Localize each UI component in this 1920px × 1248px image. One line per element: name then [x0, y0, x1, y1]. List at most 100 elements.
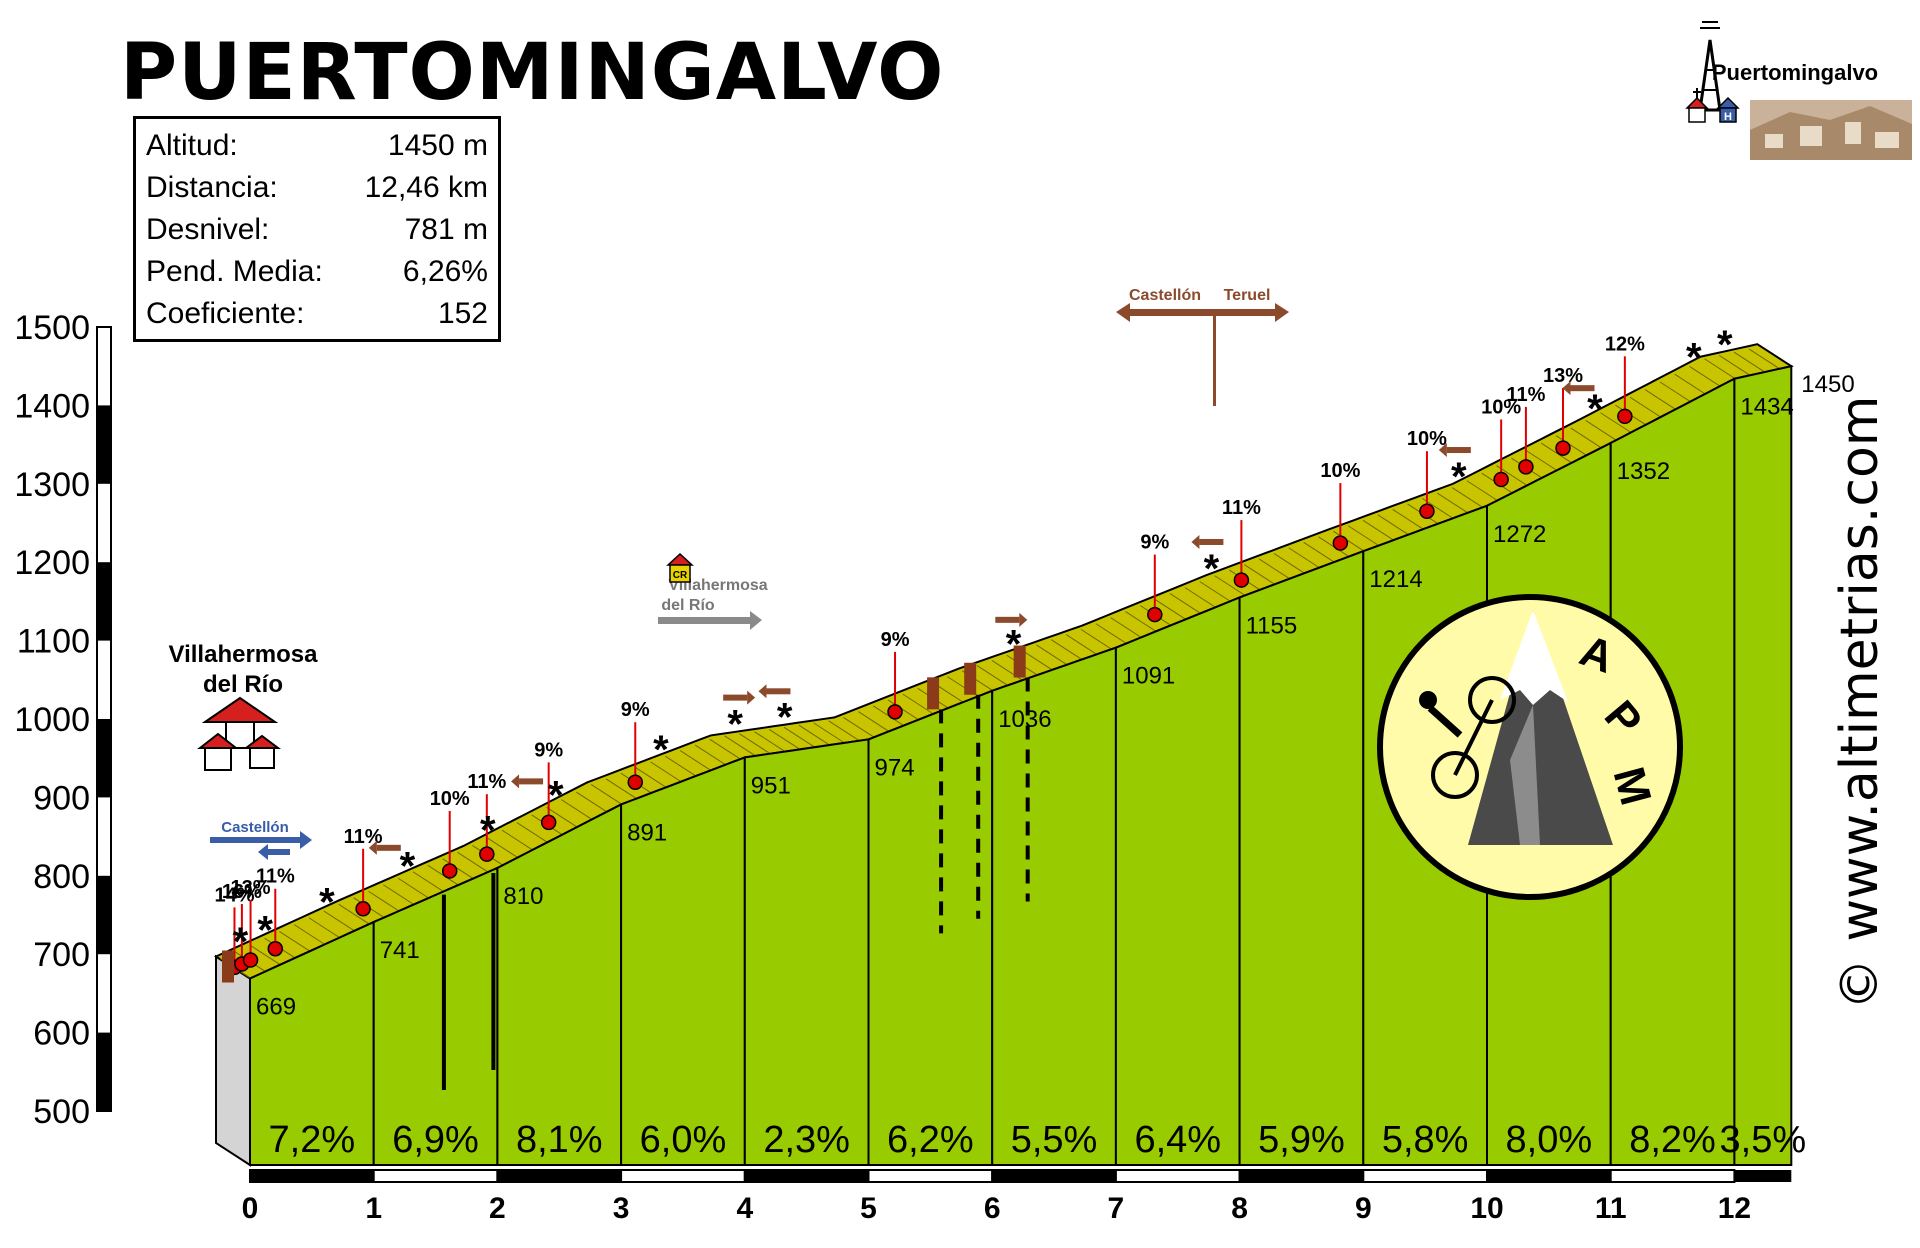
segment-gradient-label: 6,4% [1134, 1119, 1221, 1161]
stat-value: 781 m [404, 213, 488, 246]
x-axis-block [743, 1169, 870, 1183]
road-hatch [1303, 541, 1338, 565]
bridge-marker [1013, 645, 1026, 678]
x-tick-label: 0 [242, 1192, 259, 1225]
stat-row: Desnivel: 781 m [146, 209, 488, 251]
arrow-shaft [1570, 385, 1595, 392]
x-tick-label: 2 [489, 1192, 506, 1225]
y-axis-block [97, 562, 111, 641]
profile-segment [620, 755, 746, 1166]
ramp-label: 14% [214, 884, 254, 906]
road-hatch [783, 726, 819, 750]
road-hatch [1466, 480, 1502, 504]
arrow-head [1019, 612, 1028, 627]
road-hatch [1258, 558, 1294, 582]
arrow-shaft [519, 778, 544, 785]
road-hatch [1065, 634, 1101, 657]
arrow-head [1562, 381, 1571, 396]
road-hatch [768, 729, 804, 752]
road-hatch [1540, 442, 1576, 466]
x-tick-label: 4 [736, 1192, 753, 1225]
rural-house-icon [666, 552, 694, 583]
poi-asterisk-icon: * [257, 909, 273, 953]
road-hatch [368, 890, 403, 914]
page-title: PUERTOMINGALVO [120, 28, 945, 118]
ramp-dot [887, 704, 903, 720]
road-hatch [605, 778, 641, 802]
road-hatch [308, 917, 344, 941]
segment-gradient-label: 6,0% [640, 1119, 727, 1161]
ramp-label: 11% [1222, 497, 1261, 519]
road-hatch [1347, 525, 1383, 549]
poi-asterisk-icon: * [1717, 323, 1733, 367]
ramp-label: 11% [467, 771, 506, 793]
road-hatch [1214, 575, 1249, 599]
road-hatch [1169, 593, 1205, 616]
road-hatch [679, 750, 715, 774]
arrow-shaft [1199, 538, 1224, 545]
arrow-head [511, 774, 520, 789]
ramp-label: 10% [1481, 396, 1521, 418]
arrow-shaft [766, 688, 791, 695]
road-hatch [1243, 564, 1279, 587]
start-village-icon [197, 696, 281, 771]
road-hatch [1125, 611, 1160, 635]
ramp-label: 9% [534, 739, 563, 761]
road-hatch [887, 699, 923, 723]
x-axis-block [1362, 1169, 1489, 1183]
road-hatch [1080, 628, 1116, 652]
profile-segment [1114, 595, 1241, 1166]
stat-label: Desnivel: [146, 213, 270, 246]
stat-label: Pend. Media: [146, 255, 323, 288]
road-hatch [412, 871, 448, 895]
y-axis-block [97, 719, 111, 798]
segment-gradient-label: 6,9% [392, 1119, 479, 1161]
ramp-label: 11% [344, 826, 383, 848]
ramp-label: 13% [231, 877, 271, 899]
x-axis-block [991, 1169, 1117, 1183]
ramp-dot [479, 846, 495, 862]
road-hatch [1377, 514, 1413, 538]
poi-asterisk-icon: * [400, 845, 416, 889]
cyclist-icon [1419, 676, 1516, 799]
poi-asterisk-icon: * [1587, 387, 1603, 431]
church-icon [1685, 88, 1709, 123]
road-hatch [442, 858, 477, 882]
profile-segment [1238, 549, 1365, 1166]
x-axis-block [1734, 1170, 1792, 1182]
road-hatch [694, 744, 730, 768]
y-tick-label: 1000 [14, 701, 90, 739]
ramp-dot [540, 814, 557, 831]
road-hatch [1689, 366, 1724, 389]
start-sign-label: Castellón [221, 819, 289, 836]
road-hatch [1362, 519, 1398, 543]
road-hatch [1036, 644, 1071, 668]
segment-gradient-label: 8,1% [516, 1119, 603, 1161]
apm-logo: A P M [1377, 594, 1683, 900]
stat-value: 6,26% [402, 255, 488, 288]
road-hatch [1733, 351, 1769, 375]
start-place-label-1: Villahermosa [169, 641, 319, 668]
ramp-dot [1617, 408, 1633, 425]
x-axis-block [496, 1169, 623, 1183]
road-hatch [279, 930, 314, 954]
ramp-label: 9% [881, 629, 910, 651]
road-hatch [1273, 553, 1309, 576]
poi-asterisk-icon: * [1204, 547, 1220, 591]
road-hatch [1451, 487, 1487, 510]
ramp-label: 11% [1506, 384, 1545, 406]
stat-label: Coeficiente: [146, 297, 305, 330]
segment-gradient-label: 8,2% [1629, 1119, 1716, 1161]
y-tick-label: 500 [33, 1093, 90, 1131]
road-hatch [813, 722, 849, 746]
poi-asterisk-icon: * [1006, 623, 1022, 667]
altitude-label: 810 [503, 883, 543, 910]
segment-gradient-label: 3,5% [1720, 1119, 1807, 1161]
profile-segment [1733, 364, 1793, 1166]
ramp-label: 13% [1543, 365, 1583, 387]
road-hatch [828, 720, 863, 744]
road-hatch [1600, 412, 1635, 436]
road-hatch [338, 903, 374, 927]
segment-gradient-label: 8,0% [1506, 1119, 1593, 1161]
road-hatch [249, 944, 284, 968]
